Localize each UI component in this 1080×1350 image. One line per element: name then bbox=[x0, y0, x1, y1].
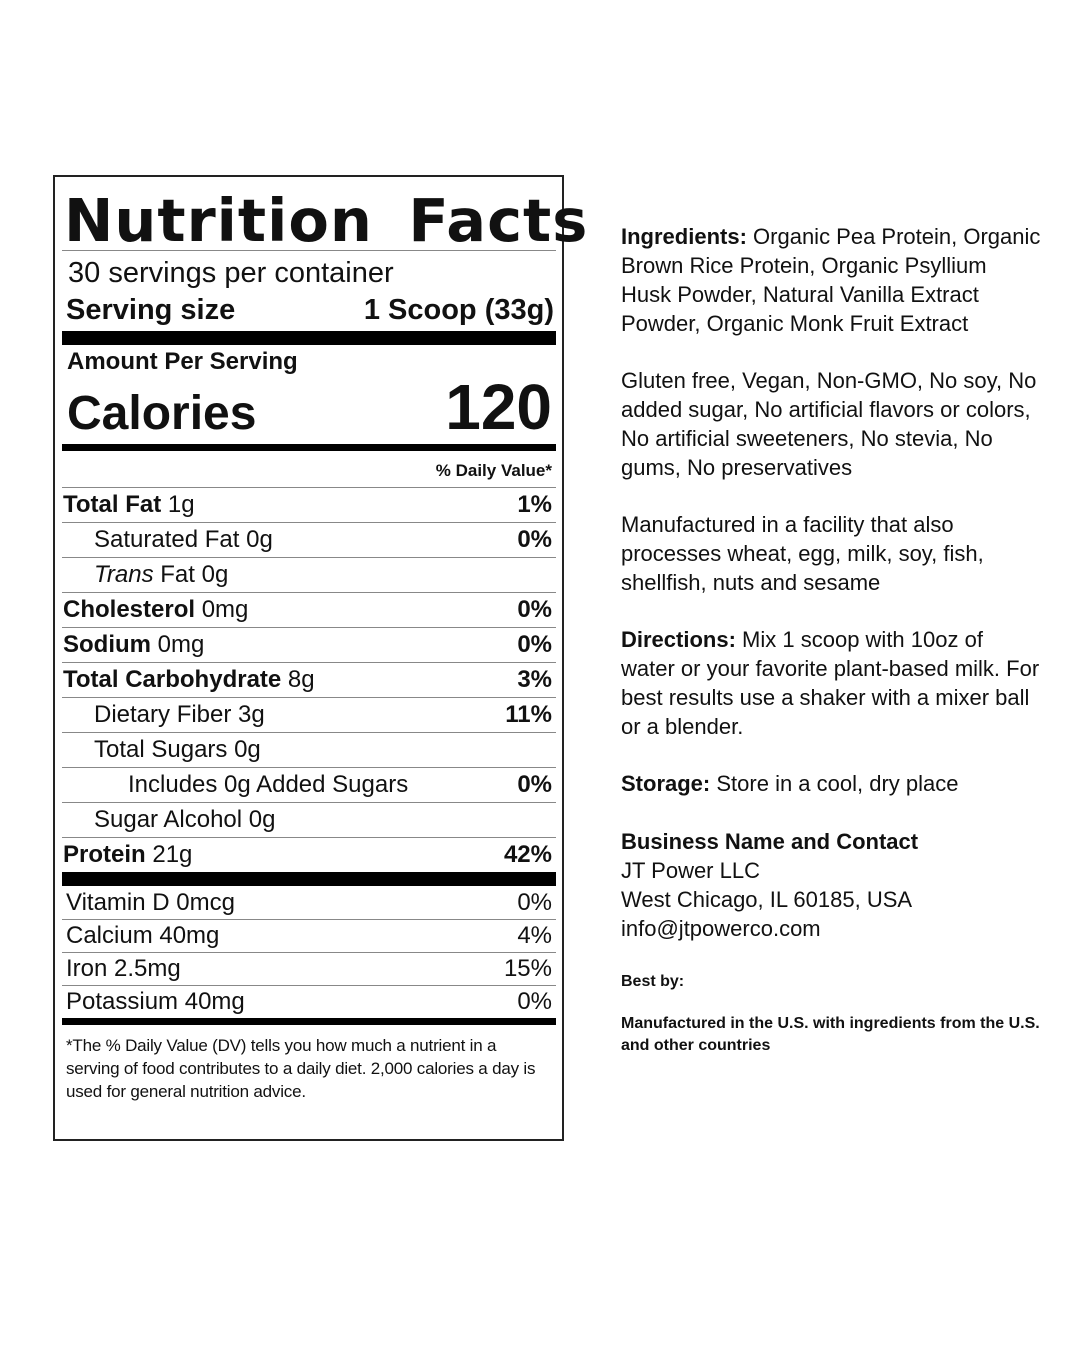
ingredients-paragraph: Ingredients: Organic Pea Protein, Organi… bbox=[621, 222, 1041, 338]
nutrient-name: Total Fat bbox=[63, 491, 162, 519]
ingredients-text: Organic Pea Protein, Organic Brown Rice … bbox=[621, 224, 1041, 337]
nutrient-name-suffix: Fat bbox=[160, 561, 195, 589]
nutrient-name: Sugar Alcohol bbox=[94, 806, 243, 834]
serving-size-row: Serving size 1 Scoop (33g) bbox=[66, 293, 554, 328]
business-email: info@jtpowerco.com bbox=[621, 915, 821, 941]
vitamin-name: Vitamin D bbox=[66, 888, 170, 916]
nutrient-row-total-sugars: Total Sugars 0g bbox=[62, 732, 556, 767]
nutrient-amount: 0g bbox=[248, 806, 276, 834]
business-address: West Chicago, IL 60185, USA bbox=[621, 886, 913, 912]
nutrient-row-added-sugars: Includes 0g Added Sugars 0% bbox=[62, 767, 556, 802]
calories-label: Calories bbox=[67, 387, 257, 441]
nutrient-amount: 0g bbox=[201, 561, 229, 589]
vitamin-amount: 2.5mg bbox=[114, 955, 181, 983]
nutrient-row-sugar-alcohol: Sugar Alcohol 0g bbox=[62, 802, 556, 837]
vitamin-row-iron: Iron 2.5mg 15% bbox=[62, 952, 556, 985]
daily-value-header: % Daily Value* bbox=[435, 461, 552, 481]
best-by: Best by: bbox=[621, 972, 685, 990]
medium-divider bbox=[62, 444, 556, 452]
servings-per-container: 30 servings per container bbox=[68, 257, 394, 289]
nutrient-row-cholesterol: Cholesterol 0mg 0% bbox=[62, 592, 556, 627]
claims-paragraph: Gluten free, Vegan, Non-GMO, No soy, No … bbox=[621, 368, 1037, 481]
medium-divider bbox=[62, 1018, 556, 1026]
storage-label: Storage: bbox=[621, 771, 711, 797]
nutrient-dv: 0% bbox=[517, 771, 552, 799]
vitamin-dv: 0% bbox=[517, 988, 552, 1016]
vitamin-amount: 40mg bbox=[159, 922, 220, 950]
nutrient-amount: 3g bbox=[238, 701, 265, 729]
vitamins-section: Vitamin D 0mcg 0% Calcium 40mg 4% Iron 2… bbox=[62, 886, 556, 1018]
vitamin-dv: 0% bbox=[517, 888, 552, 916]
vitamin-row-vitamin-d: Vitamin D 0mcg 0% bbox=[62, 886, 556, 919]
nutrient-name: Total Carbohydrate bbox=[63, 666, 282, 694]
nutrient-amount: 21g bbox=[152, 841, 193, 869]
nutrient-dv: 1% bbox=[517, 491, 552, 519]
serving-size-value: 1 Scoop (33g) bbox=[363, 293, 554, 326]
nutrient-dv: 42% bbox=[503, 841, 552, 869]
calories-value: 120 bbox=[445, 371, 552, 444]
nutrient-amount: 0mg bbox=[201, 596, 249, 624]
nutrient-amount: 8g bbox=[287, 666, 315, 694]
thick-divider bbox=[62, 872, 556, 887]
vitamin-dv: 15% bbox=[503, 955, 552, 983]
product-info-column: Ingredients: Organic Pea Protein, Organi… bbox=[621, 222, 1041, 1078]
nutrient-row-sodium: Sodium 0mg 0% bbox=[62, 627, 556, 662]
nutrient-dv: 0% bbox=[517, 526, 552, 554]
nutrient-amount: 0mg bbox=[157, 631, 205, 659]
storage-paragraph: Storage: Store in a cool, dry place bbox=[621, 769, 1041, 798]
vitamin-dv: 4% bbox=[517, 922, 552, 950]
business-name: JT Power LLC bbox=[621, 857, 760, 883]
vitamin-amount: 0mcg bbox=[176, 888, 235, 916]
nutrient-row-saturated-fat: Saturated Fat 0g 0% bbox=[62, 522, 556, 557]
nutrient-amount: 0g bbox=[234, 736, 261, 764]
thick-divider bbox=[62, 330, 556, 345]
nutrient-name: Saturated Fat bbox=[94, 526, 240, 554]
nutrition-facts-title: Nutrition Facts bbox=[64, 186, 589, 255]
nutrient-name: Trans bbox=[94, 561, 154, 589]
vitamin-row-potassium: Potassium 40mg 0% bbox=[62, 985, 556, 1018]
nutrient-row-protein: Protein 21g 42% bbox=[62, 837, 556, 872]
nutrient-name: Protein bbox=[63, 841, 146, 869]
serving-size-label: Serving size bbox=[66, 293, 236, 326]
nutrient-name: Dietary Fiber bbox=[94, 701, 232, 729]
directions-text: Mix 1 scoop with 10oz of water or your f… bbox=[621, 627, 1040, 740]
nutrient-row-dietary-fiber: Dietary Fiber 3g 11% bbox=[62, 697, 556, 732]
nutrient-row-trans-fat: Trans Fat 0g bbox=[62, 557, 556, 592]
vitamin-row-calcium: Calcium 40mg 4% bbox=[62, 919, 556, 952]
business-label: Business Name and Contact bbox=[621, 828, 919, 854]
nutrient-name: Sodium bbox=[63, 631, 151, 659]
nutrient-name: Includes 0g Added Sugars bbox=[128, 771, 409, 799]
nutrient-amount: 0g bbox=[246, 526, 273, 554]
storage-text: Store in a cool, dry place bbox=[716, 771, 959, 797]
nutrition-facts-panel: Nutrition Facts 30 servings per containe… bbox=[53, 175, 589, 1141]
divider bbox=[62, 250, 556, 251]
nutrient-name: Cholesterol bbox=[63, 596, 196, 624]
nutrient-row-total-carbohydrate: Total Carbohydrate 8g 3% bbox=[62, 662, 556, 697]
vitamin-amount: 40mg bbox=[184, 988, 245, 1016]
vitamin-name: Iron bbox=[66, 955, 108, 983]
country-of-origin: Manufactured in the U.S. with ingredient… bbox=[621, 1015, 1040, 1055]
nutrient-amount: 1g bbox=[167, 491, 195, 519]
facility-paragraph: Manufactured in a facility that also pro… bbox=[621, 512, 984, 596]
nutrient-name: Total Sugars bbox=[94, 736, 228, 764]
nutrient-dv: 11% bbox=[505, 701, 552, 729]
nutrient-dv: 3% bbox=[517, 666, 552, 694]
vitamin-name: Calcium bbox=[66, 922, 153, 950]
ingredients-label: Ingredients: bbox=[621, 224, 747, 249]
vitamin-name: Potassium bbox=[66, 988, 179, 1016]
directions-paragraph: Directions: Mix 1 scoop with 10oz of wat… bbox=[621, 625, 1041, 741]
business-paragraph: Business Name and Contact JT Power LLC W… bbox=[621, 827, 1041, 943]
nutrient-dv: 0% bbox=[517, 596, 552, 624]
amount-per-serving: Amount Per Serving bbox=[67, 347, 298, 375]
directions-label: Directions: bbox=[621, 627, 736, 653]
daily-value-footnote: *The % Daily Value (DV) tells you how mu… bbox=[66, 1036, 536, 1102]
nutrient-row-total-fat: Total Fat 1g 1% bbox=[62, 487, 556, 522]
nutrient-dv: 0% bbox=[517, 631, 552, 659]
calories-row: Calories 120 bbox=[67, 370, 552, 444]
